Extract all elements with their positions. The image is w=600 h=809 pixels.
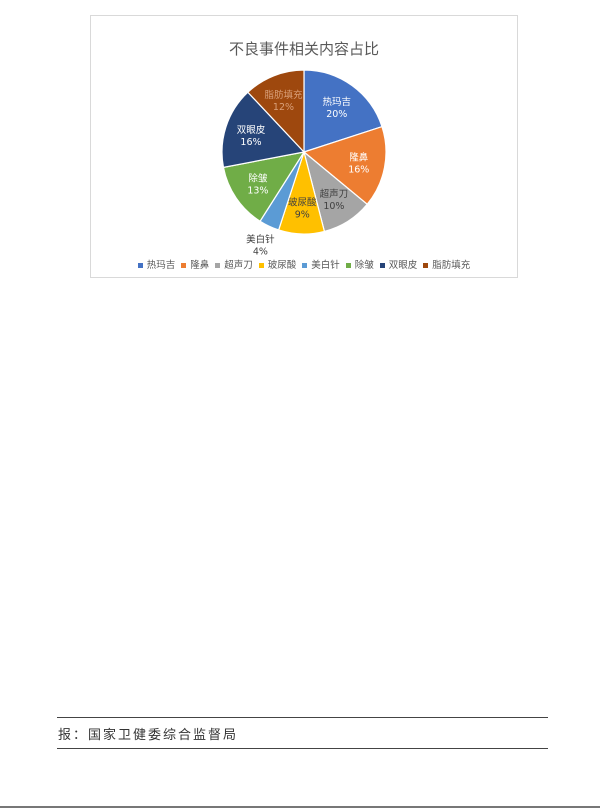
data-label-category: 双眼皮 [237, 124, 266, 136]
page-divider [0, 806, 600, 808]
legend-swatch [258, 263, 264, 268]
legend-item: 美白针 [302, 257, 340, 271]
legend-item: 超声刀 [215, 257, 253, 271]
legend-label: 美白针 [311, 260, 340, 271]
legend-label: 超声刀 [224, 260, 253, 271]
legend-item: 脂肪填充 [423, 257, 470, 271]
legend-swatch [302, 263, 308, 268]
data-label-category: 除皱 [248, 172, 268, 184]
legend-label: 隆鼻 [190, 260, 210, 271]
data-label-category: 玻尿酸 [288, 197, 317, 209]
pie-slice-除皱 [222, 151, 306, 223]
pie-chart: 不良事件相关内容占比 热玛吉 20% 隆鼻 16% 超声刀 10% 玻尿酸 9% 美白针 4% 除皱… [90, 15, 518, 278]
data-label-percent: 10% [323, 201, 344, 212]
legend-item: 玻尿酸 [258, 257, 297, 271]
legend-item: 热玛吉 [137, 257, 176, 271]
legend-swatch [181, 263, 187, 268]
legend-label: 脂肪填充 [432, 260, 471, 271]
data-label-percent: 16% [240, 137, 261, 148]
legend-item: 除皱 [345, 257, 374, 271]
pie-plot: 热玛吉20%隆鼻16%超声刀10%玻尿酸9%美白针4%除皱13%双眼皮16%脂肪… [221, 69, 387, 258]
legend-label: 双眼皮 [388, 260, 418, 271]
pie-slice-隆鼻 [302, 125, 387, 206]
data-label-category: 热玛吉 [323, 96, 352, 108]
data-label-percent: 20% [326, 109, 347, 120]
top-rule [57, 717, 548, 718]
legend-swatch [423, 263, 429, 268]
pie-slice-脂肪填充 [247, 69, 305, 154]
data-label-percent: 4% [253, 247, 268, 258]
data-label-category: 超声刀 [320, 188, 349, 200]
bottom-rule-table [57, 748, 548, 749]
source-note: 报：国家卫健委综合监督局 [58, 728, 239, 743]
chart-title: 不良事件相关内容占比 [228, 40, 379, 58]
legend-item: 双眼皮 [379, 257, 418, 271]
data-label-category: 隆鼻 [349, 151, 368, 163]
data-label-category: 脂肪填充 [264, 89, 303, 101]
data-label-percent: 13% [247, 185, 268, 196]
legend-label: 热玛吉 [146, 260, 176, 271]
pie-slice-热玛吉 [303, 69, 383, 153]
legend-swatch [137, 263, 143, 268]
legend-swatch [215, 263, 221, 268]
legend: 热玛吉 隆鼻 超声刀 玻尿酸 美白针 除皱 双眼皮 脂肪填充 [91, 257, 517, 271]
data-label-percent: 16% [348, 164, 369, 175]
legend-swatch [345, 263, 351, 268]
legend-swatch [379, 263, 385, 268]
legend-label: 玻尿酸 [267, 260, 297, 271]
data-label-percent: 12% [273, 102, 294, 113]
legend-item: 隆鼻 [181, 257, 209, 271]
legend-label: 除皱 [354, 260, 374, 271]
data-label-category: 美白针 [246, 234, 275, 246]
data-label-percent: 9% [295, 210, 310, 221]
pie-slice-双眼皮 [221, 91, 306, 169]
